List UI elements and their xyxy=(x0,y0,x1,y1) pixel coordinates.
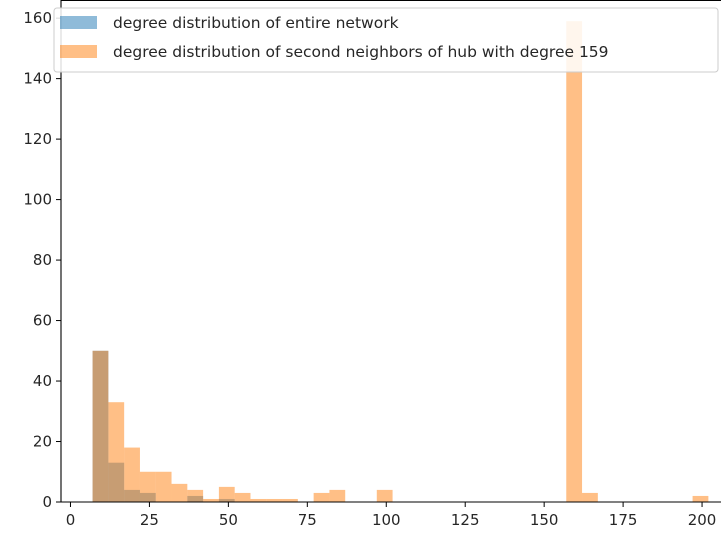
x-tick-label: 200 xyxy=(688,511,717,529)
histogram-bar-series2-8 xyxy=(203,498,219,502)
y-tick-label: 120 xyxy=(23,130,52,148)
y-tick-label: 160 xyxy=(23,9,52,27)
histogram-bar-series2-6 xyxy=(171,483,188,502)
y-tick-label: 60 xyxy=(33,312,52,330)
ticks-layer: 0 25 50 75 100 125 150 175 200 0 20 40 60 80 100 120 140… xyxy=(23,9,716,529)
histogram-bar-series2-14 xyxy=(313,492,330,502)
x-tick-label: 25 xyxy=(140,511,159,529)
x-tick-label: 0 xyxy=(66,511,76,529)
y-tick-label: 80 xyxy=(33,251,52,269)
histogram-bar-series2-9 xyxy=(218,486,235,502)
histogram-bar-series2-19 xyxy=(692,495,709,502)
axes-layer xyxy=(60,0,721,503)
legend: degree distribution of entire network deg… xyxy=(53,7,719,73)
legend-swatch-series1 xyxy=(60,16,97,29)
histogram-bar-series2-18 xyxy=(582,492,598,502)
x-tick-label: 50 xyxy=(219,511,238,529)
histogram-bar-series2-15 xyxy=(329,489,346,502)
bars-layer xyxy=(92,21,709,503)
x-tick-label: 100 xyxy=(372,511,401,529)
y-tick-label: 0 xyxy=(42,493,52,511)
y-tick-label: 40 xyxy=(33,372,52,390)
x-tick-label: 125 xyxy=(451,511,480,529)
legend-swatch-series2 xyxy=(60,45,97,58)
histogram-bar-series2-7 xyxy=(187,489,204,502)
legend-label-series2: degree distribution of second neighbors … xyxy=(113,43,609,61)
legend-label-series1: degree distribution of entire network xyxy=(113,14,399,32)
histogram-bar-series2-11 xyxy=(250,498,267,502)
histogram-bar-series2-16 xyxy=(376,489,393,502)
y-tick-label: 20 xyxy=(33,433,52,451)
x-tick-label: 175 xyxy=(609,511,638,529)
histogram-bar-series2-17 xyxy=(566,21,583,503)
x-tick-label: 150 xyxy=(530,511,559,529)
histogram-bar-series2-2 xyxy=(108,402,125,502)
histogram-bar-series2-4 xyxy=(139,471,156,502)
x-tick-label: 75 xyxy=(298,511,317,529)
histogram-bar-series2-1 xyxy=(92,350,109,502)
y-tick-label: 140 xyxy=(23,70,52,88)
histogram-bar-series2-10 xyxy=(234,492,251,502)
y-tick-label: 100 xyxy=(23,191,52,209)
legend-frame xyxy=(53,7,719,73)
histogram-bar-series2-5 xyxy=(155,471,172,502)
histogram-bar-series2-12 xyxy=(266,498,283,502)
histogram-bar-series2-3 xyxy=(124,447,140,502)
histogram-bar-series2-13 xyxy=(282,498,298,502)
